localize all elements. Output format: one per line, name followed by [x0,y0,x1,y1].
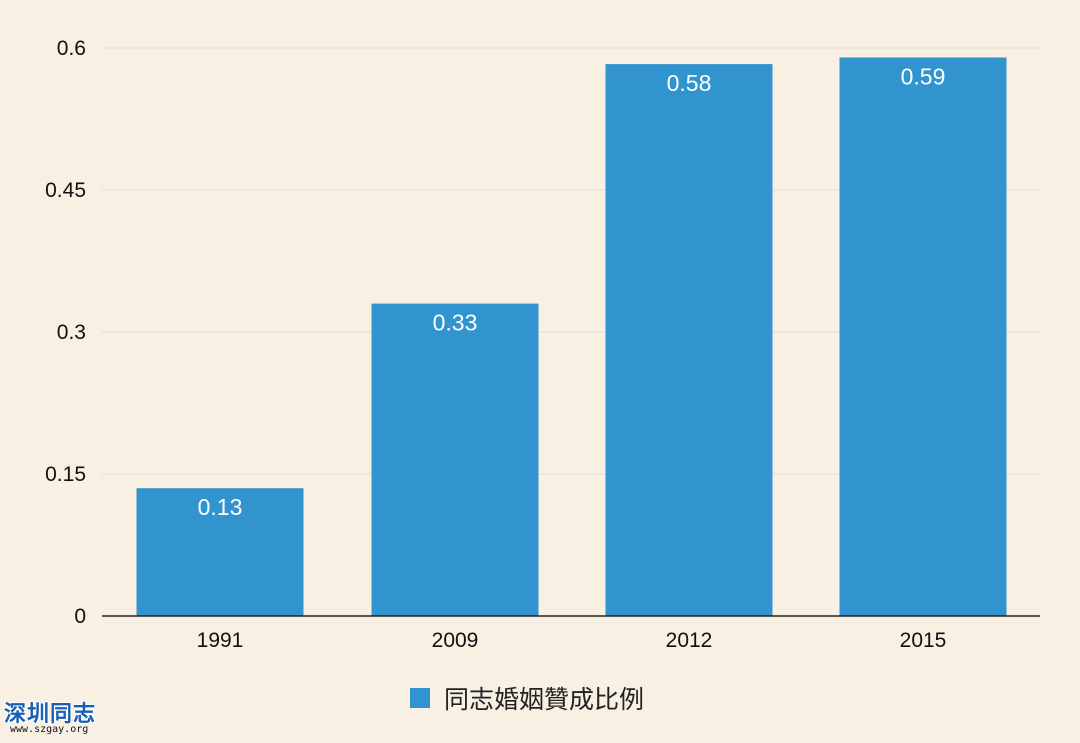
x-tick-label: 1991 [197,629,244,652]
watermark-logo: 深圳同志 www.szgay.org [4,696,108,740]
bar [371,303,539,616]
legend: 同志婚姻贊成比例 [410,680,644,716]
data-label: 0.59 [901,63,946,89]
y-tick-label: 0.45 [45,179,86,202]
x-tick-label: 2009 [432,629,479,652]
x-tick-label: 2015 [900,629,947,652]
y-tick-label: 0.3 [57,321,86,344]
bar [839,57,1007,616]
data-label: 0.13 [198,494,243,520]
data-label: 0.58 [667,70,712,96]
bar [605,64,773,617]
data-label: 0.33 [433,310,478,336]
legend-label: 同志婚姻贊成比例 [444,685,645,714]
bar [136,488,304,616]
watermark-url: www.szgay.org [10,724,89,735]
y-tick-label: 0.6 [57,37,86,60]
y-tick-label: 0 [74,605,86,628]
legend-swatch [410,688,430,708]
x-tick-label: 2012 [666,629,713,652]
watermark-title: 深圳同志 [4,702,97,727]
y-tick-label: 0.15 [45,463,86,486]
